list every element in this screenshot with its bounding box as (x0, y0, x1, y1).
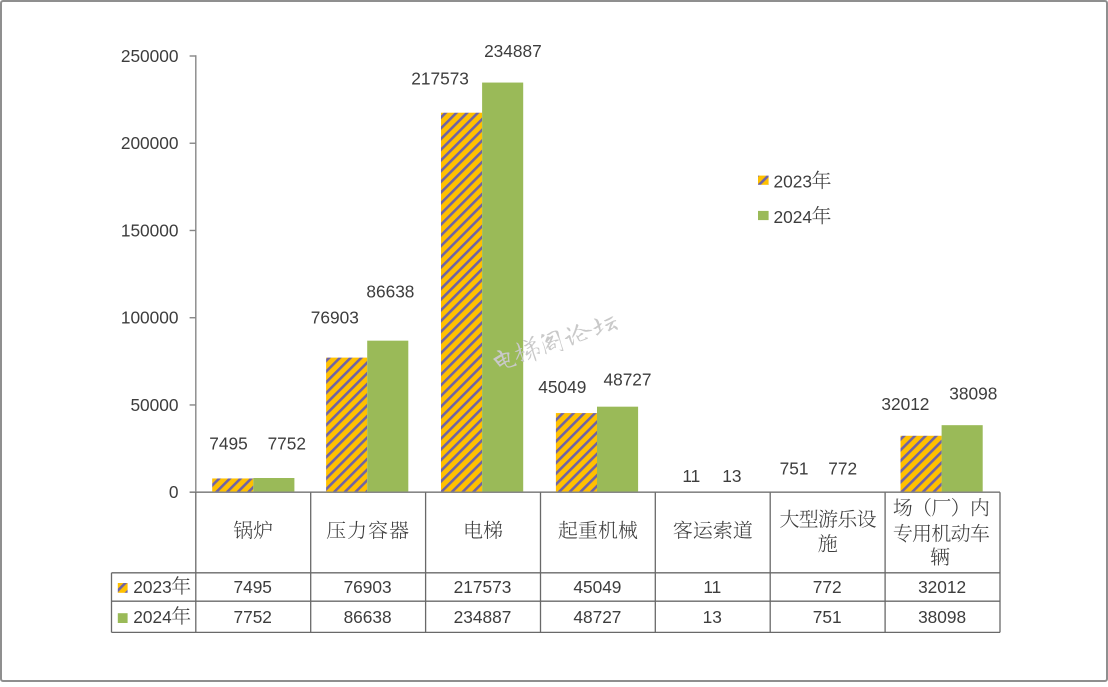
svg-text:250000: 250000 (121, 46, 179, 66)
svg-text:2024: 2024 (133, 607, 172, 627)
svg-text:50000: 50000 (130, 395, 178, 415)
svg-text:0: 0 (169, 482, 179, 502)
svg-text:13: 13 (722, 466, 741, 486)
svg-text:7752: 7752 (233, 607, 271, 627)
svg-text:772: 772 (828, 459, 857, 479)
svg-text:48727: 48727 (573, 607, 621, 627)
svg-text:45049: 45049 (573, 577, 621, 597)
svg-text:234887: 234887 (484, 41, 542, 61)
svg-text:45049: 45049 (538, 377, 586, 397)
svg-text:2024: 2024 (774, 207, 813, 227)
svg-text:86638: 86638 (366, 282, 414, 302)
svg-text:11: 11 (682, 466, 700, 486)
svg-text:217573: 217573 (454, 577, 512, 597)
svg-text:100000: 100000 (121, 308, 179, 328)
svg-text:7752: 7752 (268, 434, 306, 454)
svg-text:200000: 200000 (121, 133, 179, 153)
svg-text:234887: 234887 (454, 607, 512, 627)
svg-text:38098: 38098 (918, 607, 966, 627)
svg-text:76903: 76903 (311, 308, 359, 328)
svg-text:32012: 32012 (918, 577, 966, 597)
svg-text:7495: 7495 (233, 577, 271, 597)
svg-text:86638: 86638 (344, 607, 392, 627)
svg-text:2023: 2023 (133, 577, 171, 597)
svg-text:217573: 217573 (411, 68, 469, 88)
svg-text:38098: 38098 (949, 383, 997, 403)
svg-text:2023: 2023 (774, 172, 812, 192)
svg-text:150000: 150000 (121, 220, 179, 240)
svg-text:772: 772 (813, 577, 842, 597)
svg-text:7495: 7495 (209, 434, 247, 454)
svg-text:48727: 48727 (603, 370, 651, 390)
svg-text:751: 751 (813, 607, 842, 627)
svg-text:32012: 32012 (881, 394, 929, 414)
svg-text:13: 13 (703, 607, 722, 627)
svg-text:76903: 76903 (344, 577, 392, 597)
svg-text:751: 751 (780, 459, 809, 479)
svg-text:11: 11 (703, 577, 721, 597)
